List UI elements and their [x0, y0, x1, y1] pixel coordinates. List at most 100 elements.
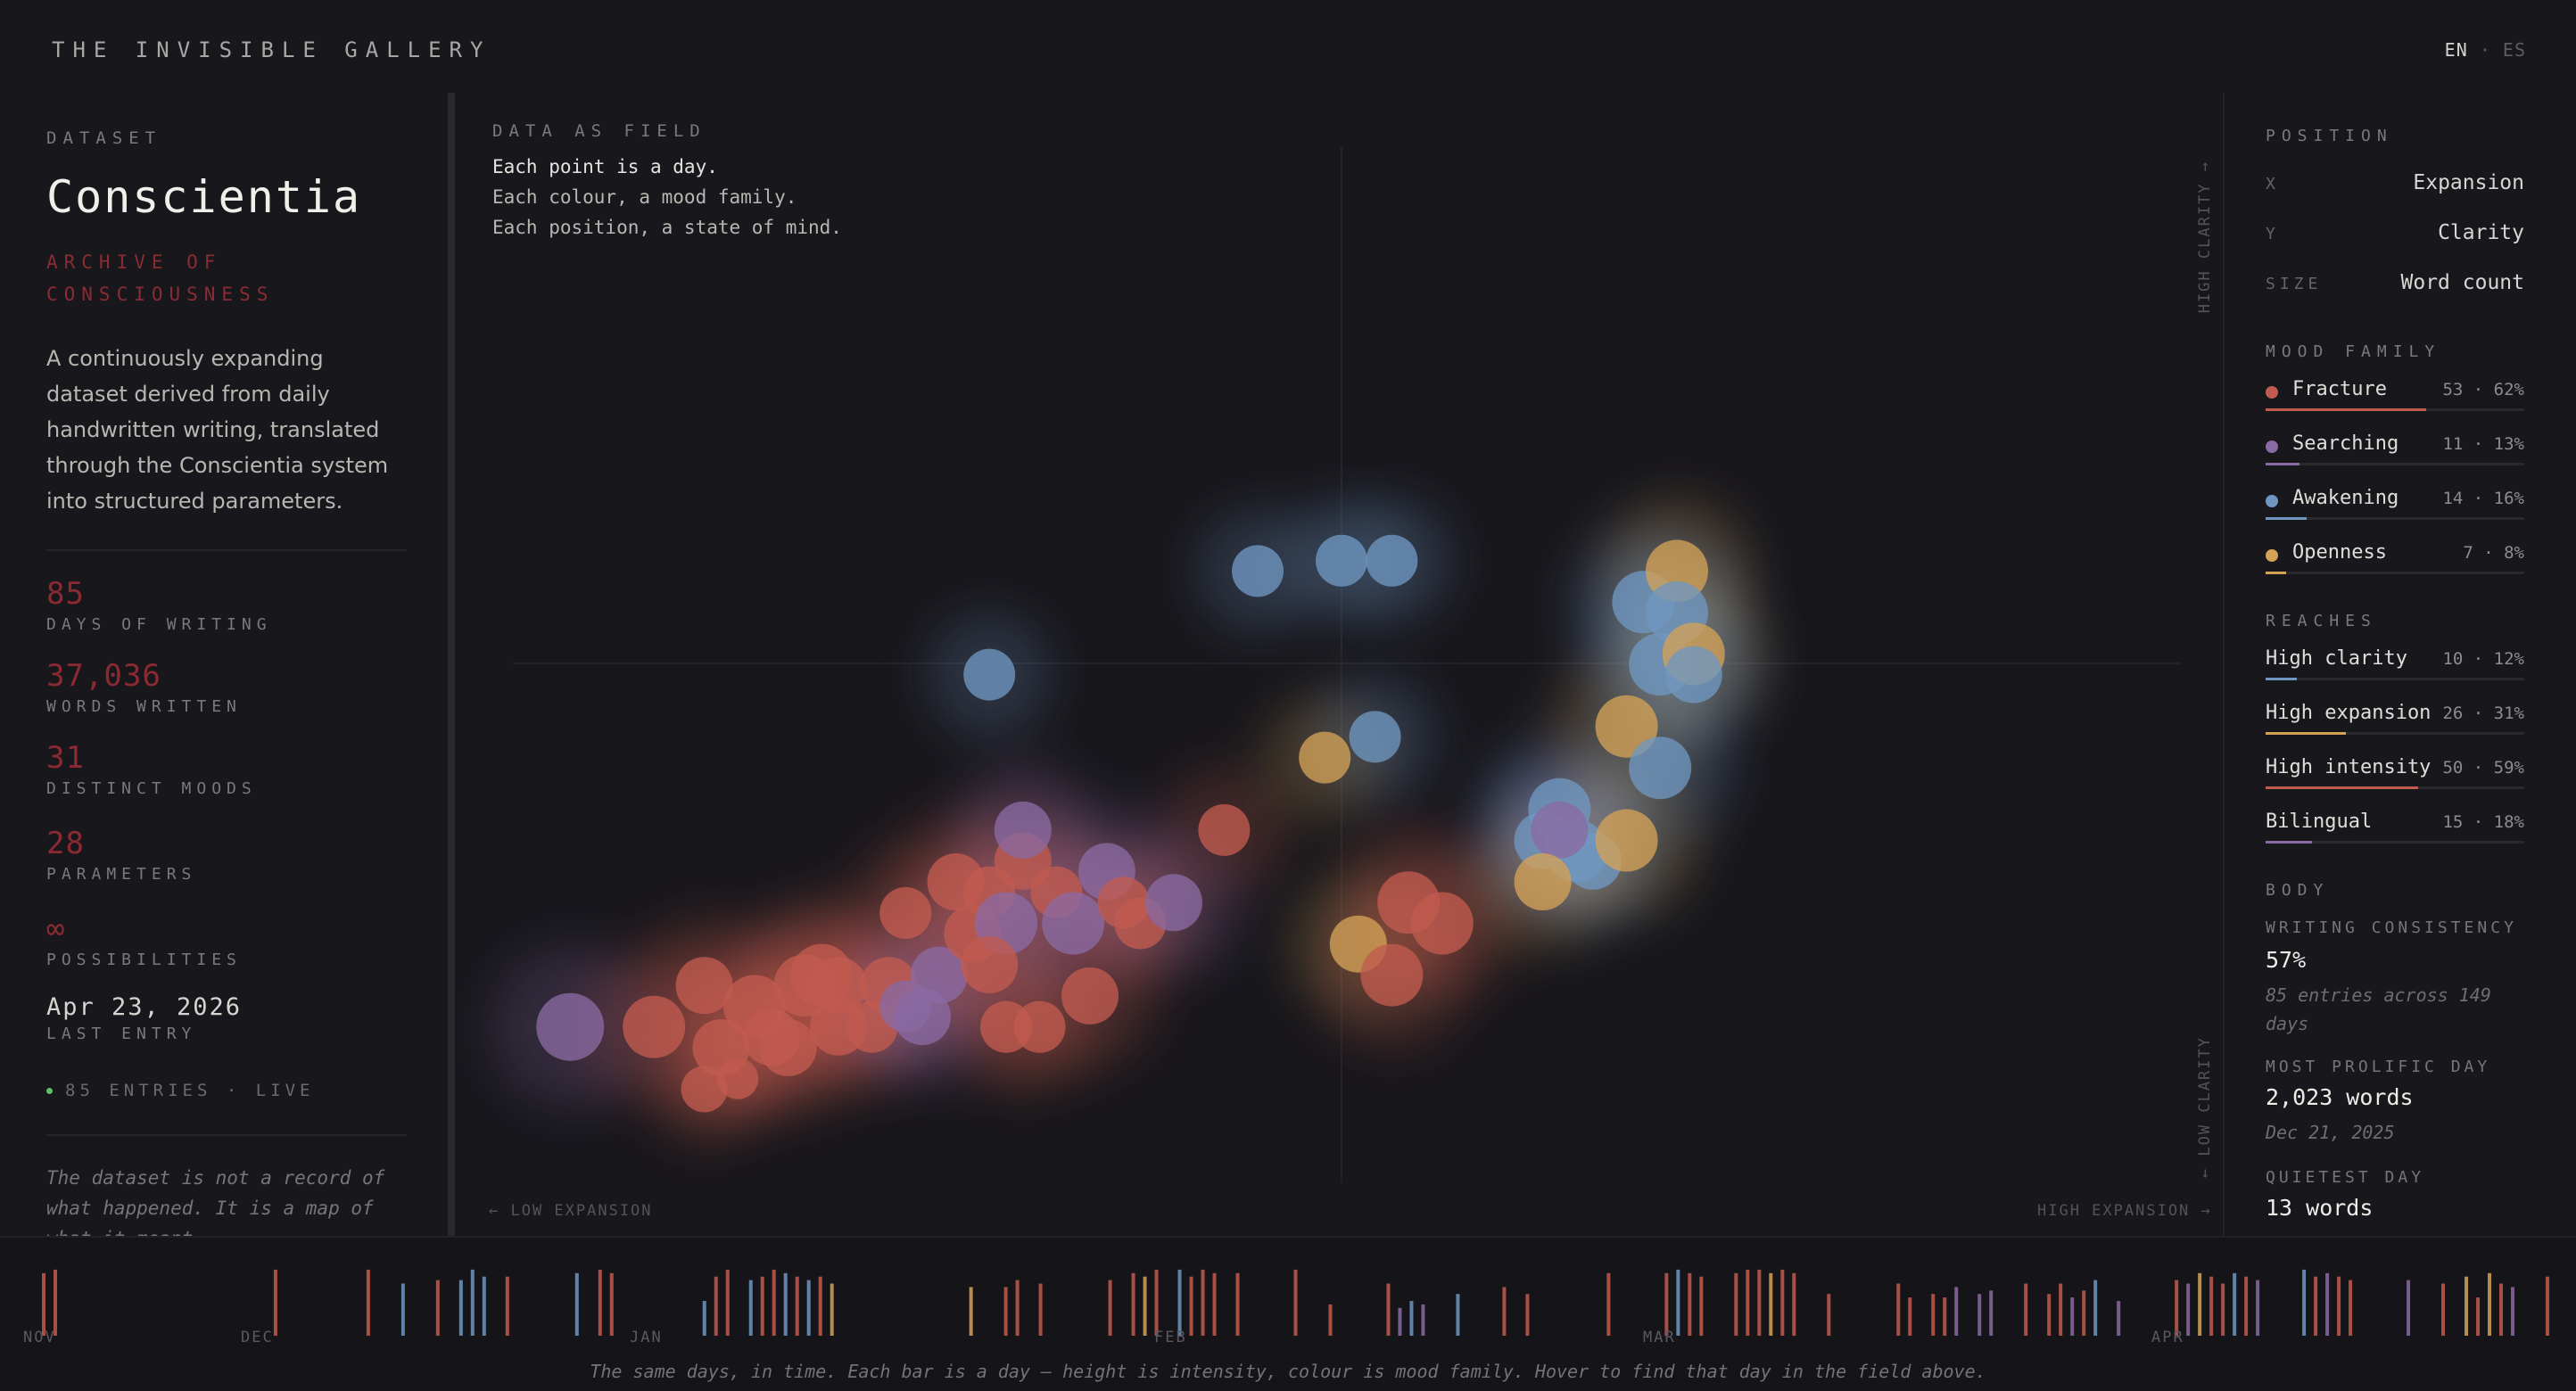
timeline-day-bar[interactable] — [2233, 1272, 2237, 1336]
mood-row-searching[interactable]: Searching 11 · 13% — [2266, 431, 2524, 470]
timeline-day-bar[interactable] — [1676, 1269, 1680, 1336]
timeline-day-bar[interactable] — [1143, 1276, 1147, 1336]
day-point-fracture[interactable] — [810, 957, 867, 1015]
day-point-fracture[interactable] — [717, 1058, 759, 1099]
timeline-day-bar[interactable] — [1734, 1272, 1738, 1336]
timeline-day-bar[interactable] — [400, 1283, 405, 1337]
timeline-day-bar[interactable] — [1827, 1294, 1831, 1336]
day-point-searching[interactable] — [536, 992, 605, 1061]
data-field[interactable]: DATA AS FIELD Each point is a day. Each … — [458, 93, 2225, 1236]
timeline-day-bar[interactable] — [1699, 1276, 1704, 1336]
timeline-day-bar[interactable] — [760, 1276, 764, 1336]
timeline-day-bar[interactable] — [1456, 1294, 1460, 1336]
timeline-day-bar[interactable] — [1780, 1269, 1785, 1336]
timeline-day-bar[interactable] — [482, 1276, 486, 1336]
day-point-openness[interactable] — [1595, 809, 1658, 872]
timeline-day-bar[interactable] — [2024, 1283, 2028, 1337]
timeline-bars[interactable] — [0, 1238, 2576, 1357]
timeline-day-bar[interactable] — [435, 1280, 440, 1336]
timeline-day-bar[interactable] — [2221, 1283, 2225, 1337]
timeline-day-bar[interactable] — [598, 1269, 602, 1336]
timeline-day-bar[interactable] — [1896, 1283, 1901, 1337]
timeline-day-bar[interactable] — [2337, 1276, 2341, 1336]
day-point-fracture[interactable] — [1061, 967, 1119, 1025]
day-point-fracture[interactable] — [1410, 892, 1474, 955]
timeline-day-bar[interactable] — [1177, 1269, 1182, 1336]
timeline-day-bar[interactable] — [2314, 1276, 2318, 1336]
timeline-day-bar[interactable] — [1212, 1272, 1217, 1336]
day-point-fracture[interactable] — [961, 935, 1019, 993]
timeline-day-bar[interactable] — [1792, 1272, 1796, 1336]
day-point-searching[interactable] — [910, 946, 968, 1004]
timeline-day-bar[interactable] — [2349, 1280, 2353, 1336]
timeline-day-bar[interactable] — [2441, 1283, 2446, 1337]
timeline-day-bar[interactable] — [41, 1272, 45, 1336]
timeline-day-bar[interactable] — [1977, 1294, 1982, 1336]
dataset-panel[interactable]: DATASET Conscientia ARCHIVE OF CONSCIOUS… — [0, 93, 450, 1236]
timeline-day-bar[interactable] — [1525, 1294, 1530, 1336]
timeline-day-bar[interactable] — [1954, 1287, 1959, 1336]
point-layer[interactable] — [536, 534, 1725, 1113]
timeline-day-bar[interactable] — [1688, 1272, 1692, 1336]
day-point-awakening[interactable] — [1349, 711, 1401, 763]
timeline-day-bar[interactable] — [1328, 1304, 1333, 1336]
field-scatter-chart[interactable] — [458, 93, 2225, 1236]
mood-row-openness[interactable]: Openness 7 · 8% — [2266, 539, 2524, 579]
timeline-day-bar[interactable] — [2117, 1301, 2121, 1336]
day-point-fracture[interactable] — [1198, 803, 1251, 856]
timeline-day-bar[interactable] — [969, 1287, 973, 1336]
timeline-day-bar[interactable] — [1931, 1294, 1936, 1336]
timeline-day-bar[interactable] — [2256, 1280, 2260, 1336]
timeline-day-bar[interactable] — [1038, 1283, 1043, 1337]
timeline-day-bar[interactable] — [772, 1269, 776, 1336]
mood-row-fracture[interactable]: Fracture 53 · 62% — [2266, 376, 2524, 416]
timeline-day-bar[interactable] — [2302, 1269, 2307, 1336]
timeline-day-bar[interactable] — [795, 1276, 799, 1336]
timeline-day-bar[interactable] — [783, 1272, 788, 1336]
timeline-day-bar[interactable] — [273, 1269, 277, 1336]
day-point-awakening[interactable] — [1366, 534, 1418, 587]
day-point-fracture[interactable] — [1013, 1000, 1066, 1053]
timeline-day-bar[interactable] — [2198, 1272, 2202, 1336]
timeline-day-bar[interactable] — [1398, 1307, 1402, 1336]
day-point-awakening[interactable] — [1316, 534, 1367, 587]
timeline-day-bar[interactable] — [366, 1269, 370, 1336]
timeline-day-bar[interactable] — [1386, 1283, 1391, 1337]
timeline-day-bar[interactable] — [2244, 1276, 2249, 1336]
timeline-day-bar[interactable] — [2209, 1276, 2214, 1336]
timeline-day-bar[interactable] — [1769, 1272, 1773, 1336]
timeline-day-bar[interactable] — [1943, 1297, 1947, 1336]
timeline-day-bar[interactable] — [505, 1276, 509, 1336]
timeline-day-bar[interactable] — [2175, 1280, 2179, 1336]
reach-row-high-clarity[interactable]: High clarity 10 · 12% — [2266, 646, 2524, 685]
timeline-day-bar[interactable] — [1421, 1304, 1425, 1336]
timeline-day-bar[interactable] — [1746, 1269, 1750, 1336]
day-point-fracture[interactable] — [623, 995, 686, 1058]
timeline-day-bar[interactable] — [53, 1269, 57, 1336]
timeline-day-bar[interactable] — [2093, 1280, 2098, 1336]
reach-row-high-expansion[interactable]: High expansion 26 · 31% — [2266, 700, 2524, 739]
day-point-awakening[interactable] — [963, 648, 1016, 701]
timeline-day-bar[interactable] — [806, 1280, 811, 1336]
lang-es-button[interactable]: ES — [2502, 39, 2526, 61]
day-point-fracture[interactable] — [675, 957, 733, 1015]
timeline-day-bar[interactable] — [1189, 1276, 1193, 1336]
timeline-day-bar[interactable] — [2186, 1283, 2191, 1337]
timeline-day-bar[interactable] — [2082, 1290, 2086, 1336]
timeline-day-bar[interactable] — [1908, 1297, 1912, 1336]
timeline-day-bar[interactable] — [470, 1269, 475, 1336]
timeline-day-bar[interactable] — [714, 1276, 718, 1336]
timeline-day-bar[interactable] — [1293, 1269, 1298, 1336]
timeline-day-bar[interactable] — [1989, 1290, 1994, 1336]
timeline-day-bar[interactable] — [1015, 1280, 1020, 1336]
day-point-fracture[interactable] — [759, 1018, 817, 1076]
day-point-awakening[interactable] — [1629, 737, 1692, 800]
timeline-day-bar[interactable] — [574, 1272, 579, 1336]
timeline-day-bar[interactable] — [2407, 1280, 2411, 1336]
timeline-day-bar[interactable] — [2511, 1287, 2515, 1336]
timeline-day-bar[interactable] — [2546, 1276, 2549, 1336]
timeline-day-bar[interactable] — [2059, 1283, 2063, 1337]
timeline-day-bar[interactable] — [2476, 1297, 2481, 1336]
timeline-day-bar[interactable] — [1409, 1301, 1414, 1336]
timeline-day-bar[interactable] — [1757, 1269, 1762, 1336]
